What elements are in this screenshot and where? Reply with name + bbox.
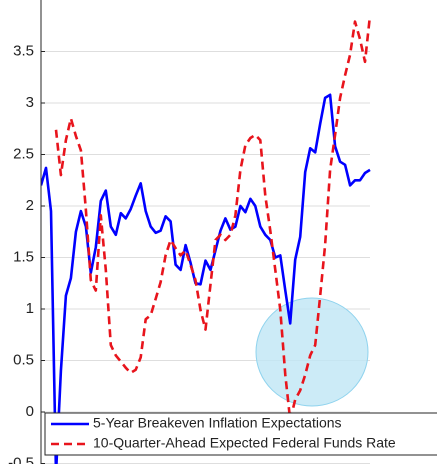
y-tick-label: 0 xyxy=(26,403,34,420)
legend-box xyxy=(44,412,437,456)
series-line xyxy=(41,93,371,464)
y-tick-label: 2 xyxy=(26,197,34,214)
y-tick-label: 1 xyxy=(26,300,34,317)
legend-label: 5-Year Breakeven Inflation Expectations xyxy=(93,415,342,431)
y-tick-label: 0.5 xyxy=(13,351,34,368)
y-tick-label: 3 xyxy=(26,94,34,111)
y-tick-label: 1.5 xyxy=(13,248,34,265)
y-tick-label: 3.5 xyxy=(13,42,34,59)
series-line xyxy=(54,15,371,422)
y-tick-label: 2.5 xyxy=(13,145,34,162)
y-tick-label: -0.5 xyxy=(8,454,34,464)
legend-label: 10-Quarter-Ahead Expected Federal Funds … xyxy=(93,435,396,451)
